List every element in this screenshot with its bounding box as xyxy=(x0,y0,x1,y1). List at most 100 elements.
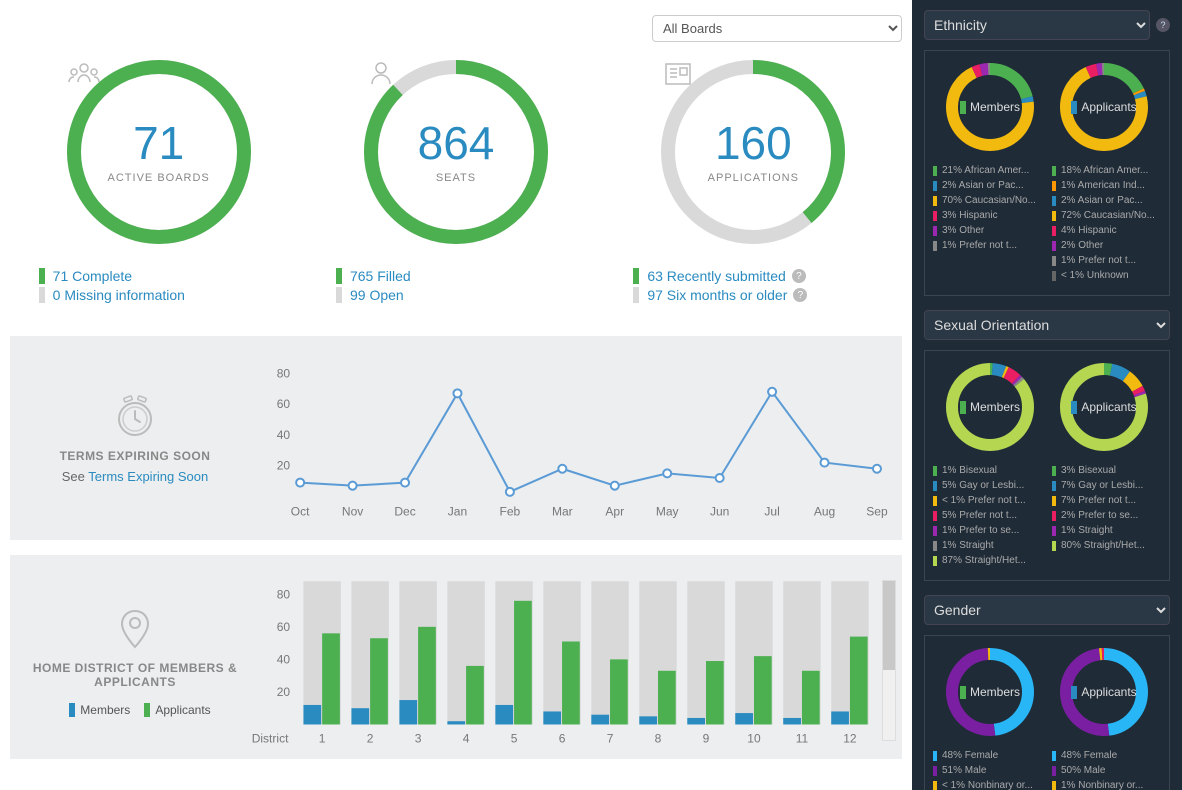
donut-chart[interactable]: Applicants xyxy=(1058,361,1150,453)
donut-chart[interactable]: Applicants xyxy=(1058,646,1150,738)
legend-item[interactable]: 3% Hispanic xyxy=(933,208,1042,223)
kpi-value: 864 xyxy=(418,120,495,166)
svg-text:8: 8 xyxy=(655,731,662,745)
legend-item[interactable]: < 1% Prefer not t... xyxy=(933,493,1042,508)
help-icon[interactable]: ? xyxy=(793,288,807,302)
kpi-stat[interactable]: 71 Complete xyxy=(39,268,279,284)
help-icon[interactable]: ? xyxy=(792,269,806,283)
legend-item[interactable]: 48% Female xyxy=(933,748,1042,763)
legend-item[interactable]: 87% Straight/Het... xyxy=(933,553,1042,568)
svg-text:1: 1 xyxy=(319,731,326,745)
svg-text:6: 6 xyxy=(559,731,566,745)
svg-text:Nov: Nov xyxy=(342,505,363,519)
bar-chart-scrollbar[interactable] xyxy=(882,580,896,742)
kpi-stat[interactable]: 63 Recently submitted? xyxy=(633,268,873,284)
legend-item[interactable]: 50% Male xyxy=(1052,763,1161,778)
legend-item[interactable]: 2% Asian or Pac... xyxy=(1052,193,1161,208)
legend-item[interactable]: < 1% Unknown xyxy=(1052,268,1161,283)
kpi-stat[interactable]: 0 Missing information xyxy=(39,287,279,303)
sidebar-filter-select-1[interactable]: Sexual Orientation xyxy=(924,310,1170,340)
legend-item[interactable]: 1% American Ind... xyxy=(1052,178,1161,193)
sidebar-group-0: Members Applicants 21% African Amer...2%… xyxy=(924,50,1170,296)
terms-subtext: See Terms Expiring Soon xyxy=(62,469,208,484)
district-panel-side: HOME DISTRICT OF MEMBERS & APPLICANTS Me… xyxy=(20,570,250,752)
boards-icon xyxy=(64,57,104,89)
legend-item[interactable]: 72% Caucasian/No... xyxy=(1052,208,1161,223)
svg-text:10: 10 xyxy=(747,731,761,745)
legend-item[interactable]: Members xyxy=(69,703,130,717)
donut-chart[interactable]: Applicants xyxy=(1058,61,1150,153)
legend-item[interactable]: 2% Prefer to se... xyxy=(1052,508,1161,523)
kpi-stat-text: 765 Filled xyxy=(350,268,411,284)
legend-item[interactable]: 4% Hispanic xyxy=(1052,223,1161,238)
svg-text:20: 20 xyxy=(277,459,291,473)
svg-text:Jan: Jan xyxy=(448,505,467,519)
kpi-ring[interactable]: 864 SEATS xyxy=(361,57,551,247)
legend-item[interactable]: 1% Prefer not t... xyxy=(1052,253,1161,268)
line-chart[interactable]: 20406080OctNovDecJanFebMarAprMayJunJulAu… xyxy=(250,351,892,522)
legend-item[interactable]: 1% Prefer to se... xyxy=(933,523,1042,538)
donut-label: Applicants xyxy=(1058,646,1150,738)
kpi-ring[interactable]: 160 APPLICATIONS xyxy=(658,57,848,247)
legend-item[interactable]: 21% African Amer... xyxy=(933,163,1042,178)
legend-item[interactable]: 5% Gay or Lesbi... xyxy=(933,478,1042,493)
svg-text:11: 11 xyxy=(796,731,809,745)
filter-bar: All Boards xyxy=(10,10,902,57)
boards-filter-select[interactable]: All Boards xyxy=(652,15,902,42)
line-chart-area: 20406080OctNovDecJanFebMarAprMayJunJulAu… xyxy=(250,351,892,525)
legend-item[interactable]: 48% Female xyxy=(1052,748,1161,763)
legend-item[interactable]: < 1% Nonbinary or... xyxy=(933,778,1042,790)
kpi-label: APPLICATIONS xyxy=(708,172,799,184)
legend-item[interactable]: 7% Gay or Lesbi... xyxy=(1052,478,1161,493)
legend-item[interactable]: 1% Nonbinary or... xyxy=(1052,778,1161,790)
terms-title: TERMS EXPIRING SOON xyxy=(60,449,211,463)
legend-item[interactable]: 18% African Amer... xyxy=(1052,163,1161,178)
kpi-row: 71 ACTIVE BOARDS 71 Complete 0 Missing in… xyxy=(10,57,902,306)
sidebar-filter-select-2[interactable]: Gender xyxy=(924,595,1170,625)
legend-item[interactable]: 3% Other xyxy=(933,223,1042,238)
donut-chart[interactable]: Members xyxy=(944,361,1036,453)
legend-item[interactable]: 1% Prefer not t... xyxy=(933,238,1042,253)
legend-item[interactable]: 7% Prefer not t... xyxy=(1052,493,1161,508)
legend-item[interactable]: 80% Straight/Het... xyxy=(1052,538,1161,553)
legend-item[interactable]: 5% Prefer not t... xyxy=(933,508,1042,523)
svg-text:80: 80 xyxy=(277,366,291,380)
svg-text:60: 60 xyxy=(277,397,291,411)
svg-text:5: 5 xyxy=(511,731,518,745)
legend-item[interactable]: 1% Bisexual xyxy=(933,463,1042,478)
kpi-stat-text: 71 Complete xyxy=(53,268,132,284)
svg-text:Feb: Feb xyxy=(500,505,521,519)
kpi-stat[interactable]: 765 Filled xyxy=(336,268,576,284)
svg-text:7: 7 xyxy=(607,731,614,745)
kpi-stat[interactable]: 97 Six months or older? xyxy=(633,287,873,303)
legend-item[interactable]: 3% Bisexual xyxy=(1052,463,1161,478)
legend-item[interactable]: 70% Caucasian/No... xyxy=(933,193,1042,208)
kpi-stat-text: 99 Open xyxy=(350,287,404,303)
kpi-value: 160 xyxy=(715,120,792,166)
bar-chart[interactable]: 20406080123456789101112District xyxy=(250,570,892,749)
terms-link[interactable]: Terms Expiring Soon xyxy=(88,469,208,484)
donut-chart[interactable]: Members xyxy=(944,646,1036,738)
kpi-value: 71 xyxy=(133,120,184,166)
help-icon[interactable]: ? xyxy=(1156,18,1170,32)
sidebar-filter-select-0[interactable]: Ethnicity xyxy=(924,10,1150,40)
donut-label: Applicants xyxy=(1058,361,1150,453)
legend-item[interactable]: 1% Straight xyxy=(1052,523,1161,538)
svg-text:Mar: Mar xyxy=(552,505,573,519)
legend-item[interactable]: 51% Male xyxy=(933,763,1042,778)
kpi-stats: 63 Recently submitted? 97 Six months or o… xyxy=(633,265,873,306)
kpi-boards: 71 ACTIVE BOARDS 71 Complete 0 Missing in… xyxy=(19,57,299,306)
kpi-stats: 765 Filled 99 Open xyxy=(336,265,576,306)
terms-panel-side: TERMS EXPIRING SOON See Terms Expiring S… xyxy=(20,351,250,525)
donut-chart[interactable]: Members xyxy=(944,61,1036,153)
legend-item[interactable]: 2% Other xyxy=(1052,238,1161,253)
svg-text:Apr: Apr xyxy=(605,505,624,519)
terms-sub-prefix: See xyxy=(62,469,89,484)
legend-item[interactable]: Applicants xyxy=(144,703,210,717)
legend-item[interactable]: 2% Asian or Pac... xyxy=(933,178,1042,193)
kpi-seats: 864 SEATS 765 Filled 99 Open xyxy=(316,57,596,306)
kpi-ring[interactable]: 71 ACTIVE BOARDS xyxy=(64,57,254,247)
svg-text:40: 40 xyxy=(277,652,291,666)
legend-item[interactable]: 1% Straight xyxy=(933,538,1042,553)
kpi-stat[interactable]: 99 Open xyxy=(336,287,576,303)
